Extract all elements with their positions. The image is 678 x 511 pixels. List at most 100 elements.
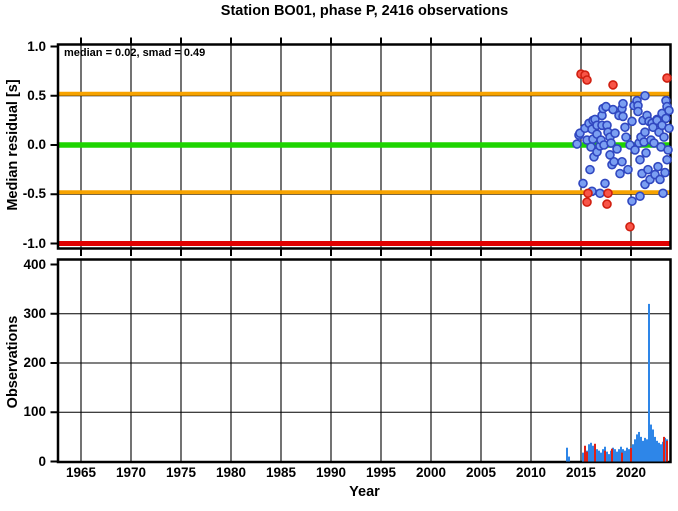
residual-point [627,116,637,127]
x-tick-label: 1970 [115,465,147,480]
histogram-bar [638,431,640,462]
residual-point [664,105,674,116]
residual-point [653,161,663,172]
histogram-bar [634,439,636,462]
residual-point [618,111,628,122]
residual-point [618,98,628,109]
residual-point [662,154,672,165]
histogram-bar-outlier [594,443,596,462]
histogram-bar-outlier [604,450,606,462]
top-y-tick-label: 1.0 [27,38,46,54]
x-tick-label: 2010 [515,465,547,480]
residual-point-outlier [583,188,593,199]
residual-point-outlier [625,221,635,232]
histogram-bar [616,451,618,462]
histogram-bar [648,303,650,462]
histogram-bar-outlier [586,451,588,462]
bottom-y-tick-label: 0 [38,453,46,469]
histogram-bar-outlier [584,445,586,462]
residual-point [664,123,674,134]
histogram-bar [568,456,570,462]
bottom-panel-frame [56,258,672,464]
bottom-y-tick-label: 400 [23,256,46,272]
residual-point-outlier [582,197,592,207]
histogram-bar [606,451,608,462]
median-smad-annotation: median = 0.02, smad = 0.49 [64,47,206,59]
residual-point [606,138,616,148]
residual-point [578,178,588,189]
histogram-bar [656,440,658,462]
residual-point [630,145,640,155]
top-y-tick-label: 0.5 [27,87,46,103]
residual-point [612,144,622,154]
histogram-bar [590,442,592,462]
residual-point [660,167,670,178]
histogram-bar [660,444,662,462]
residual-point-outlier [662,73,672,83]
histogram-bar [598,450,600,462]
histogram-bar [636,434,638,462]
x-tick-label: 1985 [265,465,297,480]
x-tick-label: 1980 [215,465,247,480]
histogram-bar [652,429,654,462]
histogram-bar [642,440,644,462]
residual-point [633,106,643,117]
residual-point [600,178,610,189]
x-tick-label: 1995 [365,465,397,480]
x-axis-label: Year [349,484,380,500]
residual-point [608,104,618,115]
histogram-bar [628,449,630,462]
residual-point [655,174,665,185]
residual-point [615,168,625,179]
residual-point [658,188,668,199]
histogram-bar [644,437,646,462]
histogram-bar-outlier [611,448,613,462]
histogram-bar [640,436,642,462]
histogram-bar-outlier [663,436,665,462]
chart-title: Station BO01, phase P, 2416 observations [220,3,509,19]
x-tick-label: 1990 [315,465,347,480]
histogram-bar [632,444,634,462]
histogram-bar [596,449,598,462]
residual-point [640,90,650,101]
residual-point [635,154,645,165]
histogram-bar [626,447,628,462]
residual-point-outlier [582,75,592,85]
residual-point [623,164,633,175]
residual-point [648,122,658,133]
residual-point [610,128,620,138]
residual-point [663,145,673,155]
histogram-bar-outlier [666,440,668,462]
residual-point [649,138,659,148]
histogram-bar [588,444,590,462]
histogram-bar [608,454,610,462]
histogram-bar [618,449,620,462]
x-tick-label: 2020 [615,465,647,480]
residual-point [620,122,630,133]
top-y-tick-label: 0.0 [27,137,46,152]
x-tick-label: 2000 [415,465,447,480]
histogram-bar [658,442,660,462]
x-tick-label: 1975 [165,465,197,480]
bottom-y-tick-label: 200 [23,355,46,370]
histogram-bar-outlier [621,452,623,462]
residual-point [643,164,653,175]
histogram-bar [654,436,656,462]
x-tick-label: 2015 [565,465,597,480]
residual-point-outlier [603,188,613,199]
residual-point [659,132,669,142]
histogram-bar [600,452,602,462]
top-y-tick-label: -1.0 [22,235,46,251]
histogram-bar [582,452,584,462]
residual-point-outlier [602,199,612,209]
residual-point [621,132,631,142]
x-tick-label: 1965 [65,465,97,480]
top-y-tick-label: -0.5 [22,186,46,202]
histogram-bar [592,445,594,462]
histogram-bar [602,449,604,462]
residual-point [627,196,637,206]
histogram-bar [614,449,616,462]
residual-point [640,127,650,137]
residual-point [585,164,595,175]
